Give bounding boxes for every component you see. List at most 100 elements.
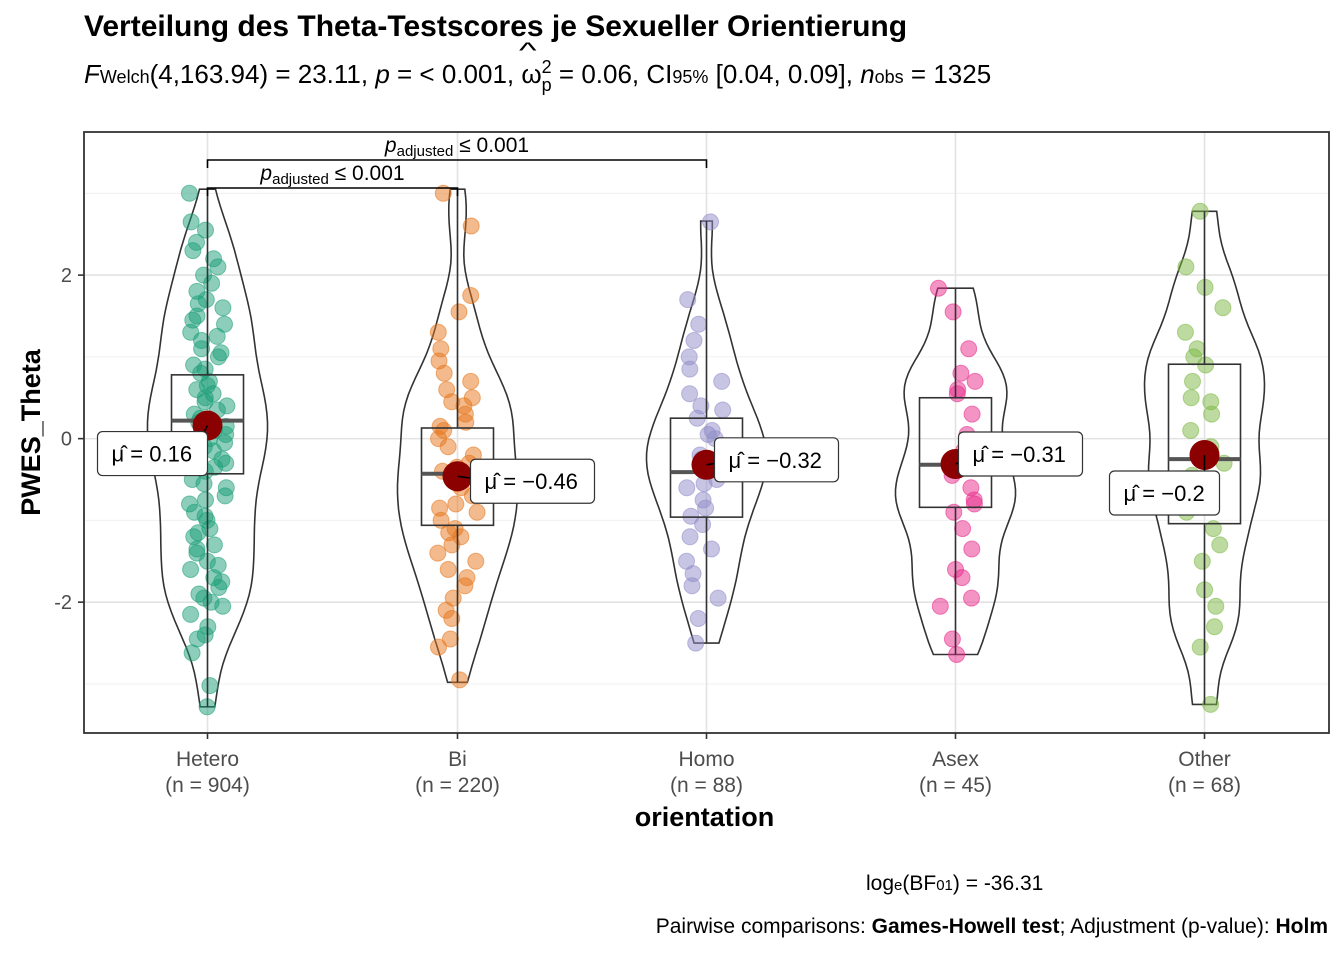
violin	[645, 220, 768, 644]
data-point	[451, 671, 469, 689]
data-point	[439, 561, 457, 578]
data-point	[1191, 638, 1209, 656]
y-tick-label: 0	[61, 429, 72, 451]
data-point	[216, 434, 234, 452]
data-point	[1214, 299, 1232, 317]
data-point	[430, 638, 447, 656]
bayes-factor-caption: loge(BF01) = -36.31	[866, 872, 1044, 895]
x-tick-count: (n = 68)	[1168, 774, 1241, 797]
chart-subtitle: FWelch(4,163.94) = 23.11, p = < 0.001, ^…	[84, 38, 992, 95]
data-point	[1191, 202, 1209, 220]
box	[1167, 363, 1242, 525]
data-point	[931, 597, 949, 615]
data-point	[713, 372, 731, 390]
data-point	[930, 279, 947, 297]
data-point	[948, 646, 966, 663]
x-tick-label: Homo	[678, 748, 734, 771]
y-tick-label: -2	[54, 592, 72, 614]
data-point	[213, 573, 231, 591]
violin	[146, 188, 269, 708]
data-point	[468, 503, 486, 521]
data-point	[462, 372, 480, 390]
data-point	[1182, 422, 1200, 439]
data-point	[1176, 323, 1194, 341]
data-point	[678, 552, 695, 570]
data-point	[962, 479, 980, 497]
data-point	[1193, 552, 1211, 570]
data-point	[182, 605, 200, 623]
data-point	[189, 295, 207, 313]
data-point	[429, 544, 447, 562]
mean-label-text: μ̂ = −0.31	[973, 442, 1066, 467]
y-axis-title: PWES_Theta	[16, 348, 46, 516]
bracket-label: padjusted ≤ 0.001	[259, 162, 404, 188]
data-point	[954, 520, 972, 538]
data-point	[685, 332, 703, 349]
mean-label-text: μ̂ = −0.2	[1124, 481, 1205, 506]
mean-label-box	[1108, 470, 1221, 516]
data-point	[440, 524, 458, 542]
data-point	[214, 299, 232, 317]
data-point	[209, 556, 227, 574]
data-point	[204, 385, 222, 403]
data-point	[431, 499, 449, 517]
data-point	[197, 491, 214, 509]
data-point	[944, 303, 962, 321]
mean-label-box	[469, 458, 596, 504]
data-point	[1185, 348, 1203, 366]
data-point	[181, 495, 198, 513]
data-point	[429, 323, 447, 341]
data-point	[952, 364, 970, 382]
mean-label-text: μ̂ = −0.32	[729, 448, 822, 473]
data-point	[195, 475, 213, 493]
data-point	[197, 221, 214, 239]
data-point	[212, 344, 230, 362]
x-tick-label: Asex	[932, 748, 979, 771]
data-point	[678, 479, 696, 497]
x-tick-count: (n = 88)	[670, 774, 743, 797]
data-point	[960, 340, 978, 358]
data-point	[182, 213, 200, 231]
data-point	[463, 389, 481, 407]
data-point	[1202, 695, 1220, 713]
data-point	[690, 315, 708, 333]
data-point	[681, 528, 699, 546]
mean-label-box	[713, 437, 840, 483]
data-point	[949, 381, 967, 399]
mean-label-box	[96, 430, 209, 477]
mean-label-homo: μ̂ = −0.32	[706, 437, 840, 483]
data-point	[434, 184, 452, 202]
data-point	[201, 677, 219, 695]
mean-label-text: μ̂ = −0.46	[485, 469, 578, 494]
data-point	[702, 213, 719, 231]
bracket-label: padjusted ≤ 0.001	[384, 134, 529, 160]
data-point	[963, 589, 980, 607]
data-point	[431, 417, 449, 435]
data-point	[1182, 389, 1200, 407]
data-point	[190, 585, 208, 603]
group-other	[1143, 202, 1266, 713]
data-point	[681, 385, 699, 403]
data-point	[963, 405, 981, 423]
data-point	[703, 540, 720, 558]
mean-label-box	[957, 431, 1084, 477]
data-point	[444, 589, 462, 607]
bracket-line	[206, 159, 708, 168]
mean-label-asex: μ̂ = −0.31	[955, 431, 1084, 477]
data-point	[467, 552, 485, 570]
data-point	[182, 561, 200, 578]
data-point	[462, 217, 480, 235]
data-point	[699, 426, 717, 443]
data-point	[966, 372, 984, 390]
data-point	[188, 233, 205, 251]
data-point	[943, 630, 961, 648]
box	[170, 374, 245, 475]
data-point	[682, 507, 700, 525]
x-tick-count: (n = 220)	[415, 774, 500, 797]
data-point	[689, 610, 707, 627]
data-point	[180, 184, 198, 202]
data-point	[1202, 393, 1220, 411]
mean-label-bi: μ̂ = −0.46	[457, 458, 596, 504]
data-point	[680, 348, 698, 366]
